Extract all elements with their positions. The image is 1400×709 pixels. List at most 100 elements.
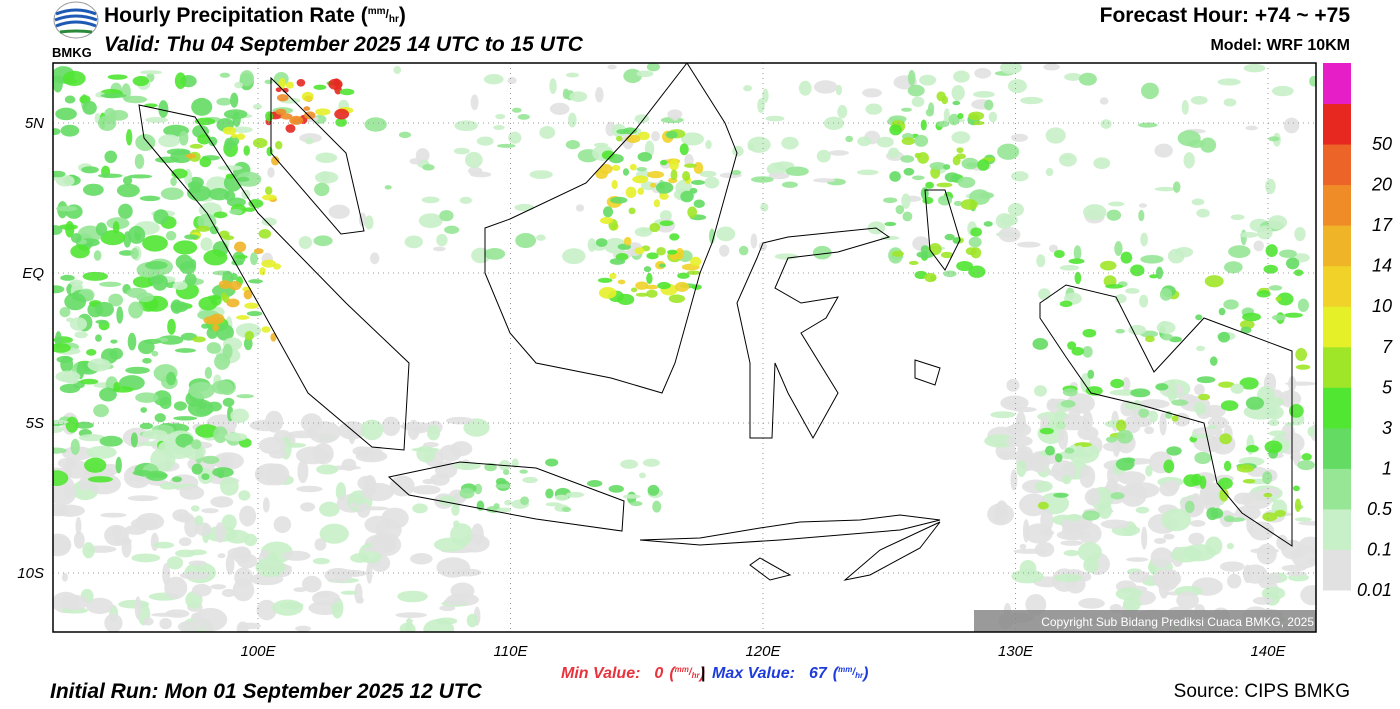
rain-cell	[167, 318, 176, 335]
rain-cell	[81, 166, 99, 174]
rain-cell	[679, 143, 689, 156]
rain-cell	[1145, 465, 1153, 477]
rain-cell	[188, 188, 201, 194]
rain-cell	[187, 181, 202, 190]
rain-cell	[1138, 209, 1145, 222]
rain-cell	[188, 381, 215, 399]
rain-cell	[296, 485, 323, 493]
rain-cell	[1077, 426, 1099, 441]
rain-cell	[125, 366, 150, 374]
rain-cell	[656, 246, 666, 256]
rain-cell	[1159, 321, 1170, 326]
rain-cell	[340, 590, 358, 595]
rain-cell	[1068, 258, 1085, 264]
rain-cell	[170, 177, 177, 187]
rain-cell	[862, 88, 882, 98]
rain-cell	[630, 501, 643, 507]
rain-cell	[670, 169, 678, 181]
title: Hourly Precipitation Rate (mm/hr)	[104, 4, 406, 27]
legend-swatch	[1323, 387, 1351, 429]
rain-cell	[1294, 226, 1306, 242]
legend: 0.01 0.1 0.5 1 3 5 7 10 14 17 20 50	[1323, 63, 1393, 600]
rain-cell	[667, 249, 678, 255]
rain-cell	[204, 366, 213, 379]
rain-cell	[1036, 254, 1046, 268]
rain-cell	[545, 488, 554, 499]
rain-cell	[476, 136, 494, 146]
rain-cell	[236, 133, 246, 140]
rain-cell	[1174, 247, 1194, 258]
rain-cell	[1059, 300, 1073, 308]
rain-cell	[178, 130, 189, 146]
rain-cell	[595, 86, 604, 103]
rain-cell	[657, 281, 671, 290]
rain-cell	[611, 164, 621, 171]
rain-cell	[109, 347, 123, 360]
rain-cell	[968, 111, 985, 121]
rain-cell	[1075, 445, 1084, 459]
rain-cell	[60, 274, 75, 281]
rain-cell	[194, 117, 216, 126]
rain-cell	[1012, 406, 1037, 413]
rain-cell	[410, 553, 433, 565]
rain-cell	[1189, 519, 1206, 527]
rain-cell	[196, 225, 211, 232]
rain-cell	[883, 197, 898, 204]
rain-cell	[118, 203, 133, 220]
rain-cell	[256, 599, 277, 621]
rain-cell	[84, 457, 107, 473]
rain-cell	[647, 484, 660, 496]
rain-cell	[1239, 231, 1259, 238]
rain-cell	[1064, 73, 1083, 81]
rain-cell	[430, 473, 450, 486]
rain-cell	[609, 272, 617, 280]
rain-cell	[112, 221, 120, 234]
rain-cell	[464, 151, 483, 169]
rain-cell	[1239, 377, 1259, 390]
rain-cell	[315, 108, 331, 116]
rain-cell	[1199, 137, 1217, 153]
rain-cell	[300, 502, 316, 512]
rain-cell	[1108, 201, 1125, 207]
rain-cell	[611, 179, 618, 190]
rain-cell	[639, 472, 646, 479]
rain-cell	[750, 176, 774, 183]
rain-cell	[1082, 328, 1097, 338]
legend-label: 0.1	[1367, 539, 1392, 559]
rain-cell	[1138, 408, 1150, 418]
rain-cell	[953, 70, 970, 83]
legend-label: 3	[1382, 418, 1392, 438]
rain-cell	[1141, 526, 1148, 550]
rain-cell	[127, 332, 137, 351]
rain-cell	[252, 138, 268, 148]
rain-cell	[270, 333, 277, 342]
rain-cell	[642, 458, 660, 467]
max-unit-slash: /	[851, 667, 856, 678]
rain-cell	[58, 224, 78, 230]
rain-cell	[179, 571, 211, 580]
rain-cell	[565, 140, 581, 150]
rain-cell	[1233, 492, 1254, 505]
rain-cell	[381, 416, 401, 437]
rain-cell	[1224, 261, 1243, 274]
rain-cell	[201, 473, 210, 480]
rain-cell	[405, 617, 413, 632]
rain-cell	[1130, 264, 1145, 277]
rain-cell	[625, 134, 641, 144]
max-unit-den: hr	[855, 671, 864, 680]
rain-cell	[968, 265, 986, 278]
rain-cell	[507, 76, 517, 85]
rain-cell	[929, 161, 946, 170]
rain-cell	[121, 536, 132, 558]
rain-cell	[143, 338, 162, 345]
rain-cell	[1100, 519, 1131, 529]
rain-cell	[1218, 307, 1226, 316]
rain-cell	[253, 248, 264, 254]
rain-cell	[1276, 292, 1294, 306]
rain-cell	[1194, 401, 1207, 415]
rain-cell	[70, 244, 90, 259]
rain-cell	[142, 617, 154, 626]
rain-cell	[349, 502, 358, 508]
rain-cell	[95, 319, 108, 325]
rain-cell	[436, 233, 448, 247]
